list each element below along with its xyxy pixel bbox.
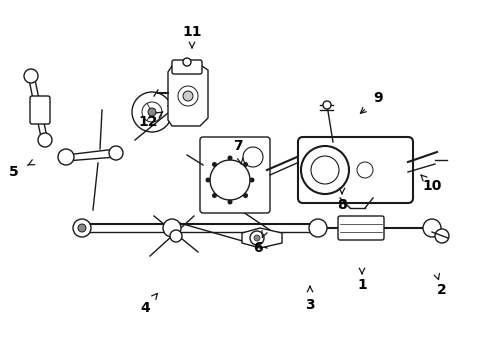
Circle shape — [205, 177, 211, 183]
Circle shape — [249, 177, 254, 183]
Text: 2: 2 — [437, 283, 447, 297]
Circle shape — [24, 69, 38, 83]
Circle shape — [243, 162, 248, 167]
Text: 12: 12 — [138, 115, 158, 129]
Circle shape — [357, 162, 373, 178]
Text: 10: 10 — [422, 179, 441, 193]
Circle shape — [227, 156, 232, 161]
Circle shape — [243, 147, 263, 167]
Text: 11: 11 — [182, 25, 202, 39]
Text: 6: 6 — [253, 241, 263, 255]
Circle shape — [243, 193, 248, 198]
FancyBboxPatch shape — [172, 60, 202, 74]
FancyBboxPatch shape — [30, 96, 50, 124]
FancyBboxPatch shape — [338, 216, 384, 240]
Circle shape — [250, 231, 264, 245]
Circle shape — [163, 219, 181, 237]
Polygon shape — [168, 66, 208, 126]
Circle shape — [435, 229, 449, 243]
Text: 7: 7 — [233, 139, 243, 153]
Circle shape — [142, 102, 162, 122]
Circle shape — [58, 149, 74, 165]
Circle shape — [183, 91, 193, 101]
Circle shape — [212, 162, 217, 167]
Circle shape — [423, 219, 441, 237]
Circle shape — [170, 230, 182, 242]
Circle shape — [178, 86, 198, 106]
Circle shape — [210, 160, 250, 200]
Circle shape — [78, 224, 86, 232]
Circle shape — [132, 92, 172, 132]
Circle shape — [301, 146, 349, 194]
FancyBboxPatch shape — [298, 137, 413, 203]
Circle shape — [254, 235, 260, 241]
Text: 1: 1 — [357, 278, 367, 292]
Circle shape — [109, 146, 123, 160]
Text: 4: 4 — [140, 301, 150, 315]
Text: 9: 9 — [373, 91, 383, 105]
Circle shape — [212, 193, 217, 198]
FancyBboxPatch shape — [200, 137, 270, 213]
Text: 8: 8 — [337, 198, 347, 212]
Text: 5: 5 — [9, 165, 19, 179]
Circle shape — [183, 58, 191, 66]
Circle shape — [38, 133, 52, 147]
Circle shape — [148, 108, 156, 116]
Text: 3: 3 — [305, 298, 315, 312]
Circle shape — [323, 101, 331, 109]
Circle shape — [309, 219, 327, 237]
Polygon shape — [242, 228, 282, 248]
Circle shape — [227, 199, 232, 204]
Circle shape — [73, 219, 91, 237]
Circle shape — [311, 156, 339, 184]
